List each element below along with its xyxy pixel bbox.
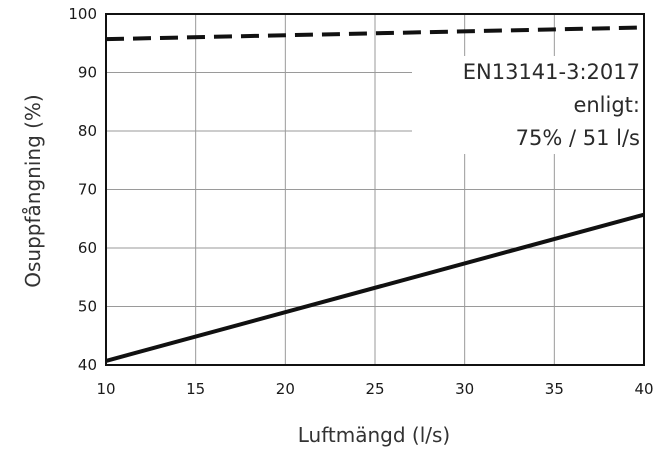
annotation-box: EN13141-3:2017 enligt: 75% / 51 l/s: [412, 56, 643, 154]
y-axis-label: Osuppfångning (%): [21, 94, 45, 287]
annotation-line-3: 75% / 51 l/s: [516, 126, 640, 150]
y-tick-label-4: 80: [78, 122, 97, 140]
x-tick-labels: 10 15 20 25 30 35 40: [96, 380, 653, 398]
y-tick-label-0: 40: [78, 356, 97, 374]
x-tick-label-2: 20: [276, 380, 295, 398]
x-tick-label-0: 10: [96, 380, 115, 398]
x-axis-label: Luftmängd (l/s): [298, 423, 450, 447]
y-tick-labels: 40 50 60 70 80 90 100: [68, 5, 97, 374]
x-tick-label-6: 40: [634, 380, 653, 398]
annotation-background: [412, 56, 643, 154]
y-tick-label-3: 70: [78, 181, 97, 199]
series-line-solid: [105, 212, 645, 363]
annotation-line-1: EN13141-3:2017: [463, 60, 640, 84]
y-tick-label-2: 60: [78, 239, 97, 257]
x-tick-label-4: 30: [455, 380, 474, 398]
plot-frame: [105, 13, 645, 366]
x-tick-label-1: 15: [186, 380, 205, 398]
y-tick-label-5: 90: [78, 64, 97, 82]
x-tick-label-3: 25: [365, 380, 384, 398]
series-group: [105, 25, 645, 363]
annotation-line-2: enligt:: [573, 93, 640, 117]
y-tick-label-1: 50: [78, 298, 97, 316]
y-tick-label-6: 100: [68, 5, 97, 23]
x-tick-label-5: 35: [545, 380, 564, 398]
series-line-dashed: [105, 25, 645, 42]
